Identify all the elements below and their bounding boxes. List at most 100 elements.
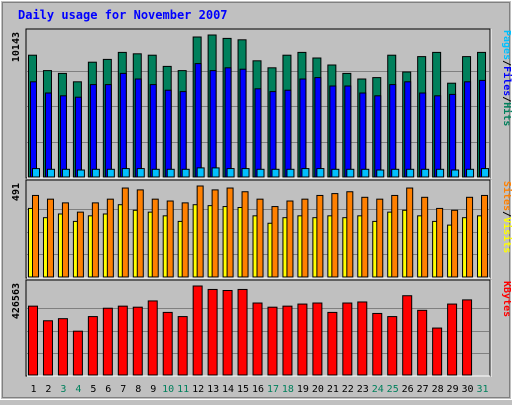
bar-pages xyxy=(136,168,145,178)
bar-sites xyxy=(466,196,474,278)
bar-sites xyxy=(32,194,39,278)
bar-sites xyxy=(271,206,279,278)
legend-entry: KBytes xyxy=(501,281,512,317)
bar-files xyxy=(434,95,442,178)
x-tick-label: 15 xyxy=(237,384,249,395)
bar-files xyxy=(449,93,457,178)
bar-pages xyxy=(91,168,100,178)
bar-sites xyxy=(106,198,114,278)
bar-sites xyxy=(286,200,294,278)
bar-sites xyxy=(406,187,414,278)
bar-kbytes xyxy=(402,295,413,376)
legend-entry: / xyxy=(501,96,512,102)
bar-sites xyxy=(376,198,384,278)
x-tick-label: 23 xyxy=(357,384,369,395)
bar-pages xyxy=(436,168,445,178)
bar-files xyxy=(179,91,187,178)
bar-pages xyxy=(466,168,475,178)
bar-files xyxy=(164,89,172,178)
bar-pages xyxy=(241,168,250,178)
bar-files xyxy=(374,95,382,178)
bar-files xyxy=(269,91,277,178)
x-tick-label: 30 xyxy=(462,384,474,395)
panel-hits-files-pages: 10143 Pages/Files/Hits xyxy=(11,28,512,179)
x-tick-label: 9 xyxy=(150,384,156,395)
bar-sites xyxy=(196,185,204,278)
bar-pages xyxy=(286,168,295,178)
bar-sites xyxy=(91,202,99,278)
bar-files xyxy=(59,95,67,178)
bar-sites xyxy=(451,209,459,278)
bar-files xyxy=(224,67,232,178)
bar-sites xyxy=(301,198,309,278)
bar-sites xyxy=(211,189,219,278)
bar-files xyxy=(119,72,127,178)
bar-sites xyxy=(241,191,249,278)
bar-files xyxy=(344,85,352,178)
legend-entry: Files xyxy=(501,66,512,96)
bar-sites xyxy=(226,187,234,278)
bar-kbytes xyxy=(327,311,338,376)
bar-pages xyxy=(346,168,355,178)
legend-entry: / xyxy=(501,60,512,66)
inner-frame xyxy=(2,2,510,398)
bar-pages xyxy=(331,168,340,178)
bar-pages xyxy=(376,169,385,178)
x-tick-label: 14 xyxy=(222,384,234,395)
legend-entry: Hits xyxy=(501,102,512,126)
bar-pages xyxy=(46,168,55,178)
bar-kbytes xyxy=(87,316,98,376)
panel-kbytes: 426563 KBytes xyxy=(11,279,512,377)
bar-files xyxy=(134,78,142,178)
bar-files xyxy=(44,92,52,178)
x-tick-label: 3 xyxy=(60,384,66,395)
bar-kbytes xyxy=(462,299,473,376)
bar-pages xyxy=(151,168,160,178)
x-tick-label: 18 xyxy=(282,384,294,395)
bar-pages xyxy=(32,168,40,178)
bar-kbytes xyxy=(147,300,158,376)
panel-visits-sites: 491 Sites/Visits xyxy=(11,179,512,279)
x-tick-label: 16 xyxy=(252,384,264,395)
bar-kbytes xyxy=(447,303,458,376)
bar-sites xyxy=(46,198,54,278)
bar-sites xyxy=(256,198,264,278)
bar-kbytes xyxy=(237,288,248,376)
legend: Sites/Visits xyxy=(501,181,512,253)
bar-files xyxy=(329,85,337,178)
chart-title: Daily usage for November 2007 xyxy=(18,8,228,22)
x-tick-label: 5 xyxy=(90,384,96,395)
bar-sites xyxy=(346,191,354,278)
bar-files xyxy=(30,81,37,178)
bar-kbytes xyxy=(162,311,173,376)
bar-pages xyxy=(316,168,325,178)
legend-entry: Sites xyxy=(501,181,512,211)
x-tick-label: 1 xyxy=(30,384,36,395)
legend-entry: Visits xyxy=(501,217,512,253)
x-tick-label: 8 xyxy=(135,384,141,395)
bar-kbytes xyxy=(102,307,113,376)
bar-kbytes xyxy=(342,302,353,376)
bar-kbytes xyxy=(297,303,308,376)
bar-sites xyxy=(331,193,339,278)
x-tick-label: 7 xyxy=(120,384,126,395)
bar-sites xyxy=(151,198,159,278)
x-tick-label: 10 xyxy=(162,384,174,395)
bar-pages xyxy=(301,168,310,178)
bar-kbytes xyxy=(57,318,68,376)
bar-pages xyxy=(271,168,280,178)
bar-pages xyxy=(211,167,220,178)
y-max-label: 491 xyxy=(11,183,22,201)
bar-kbytes xyxy=(192,285,203,376)
bar-kbytes xyxy=(177,316,188,376)
bar-sites xyxy=(421,196,429,278)
bar-files xyxy=(299,78,307,178)
bar-files xyxy=(314,77,322,178)
bar-pages xyxy=(61,168,70,178)
bar-pages xyxy=(391,168,400,178)
bar-sites xyxy=(166,200,174,278)
bar-pages xyxy=(196,167,205,178)
x-tick-label: 25 xyxy=(387,384,399,395)
